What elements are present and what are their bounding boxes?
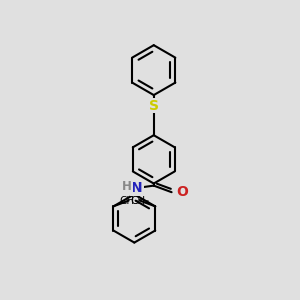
Text: S: S bbox=[149, 99, 159, 112]
Text: CH₃: CH₃ bbox=[119, 196, 138, 206]
Text: H: H bbox=[122, 180, 132, 193]
Text: O: O bbox=[176, 185, 188, 199]
Text: N: N bbox=[131, 181, 143, 195]
Text: CH₃: CH₃ bbox=[130, 196, 149, 206]
